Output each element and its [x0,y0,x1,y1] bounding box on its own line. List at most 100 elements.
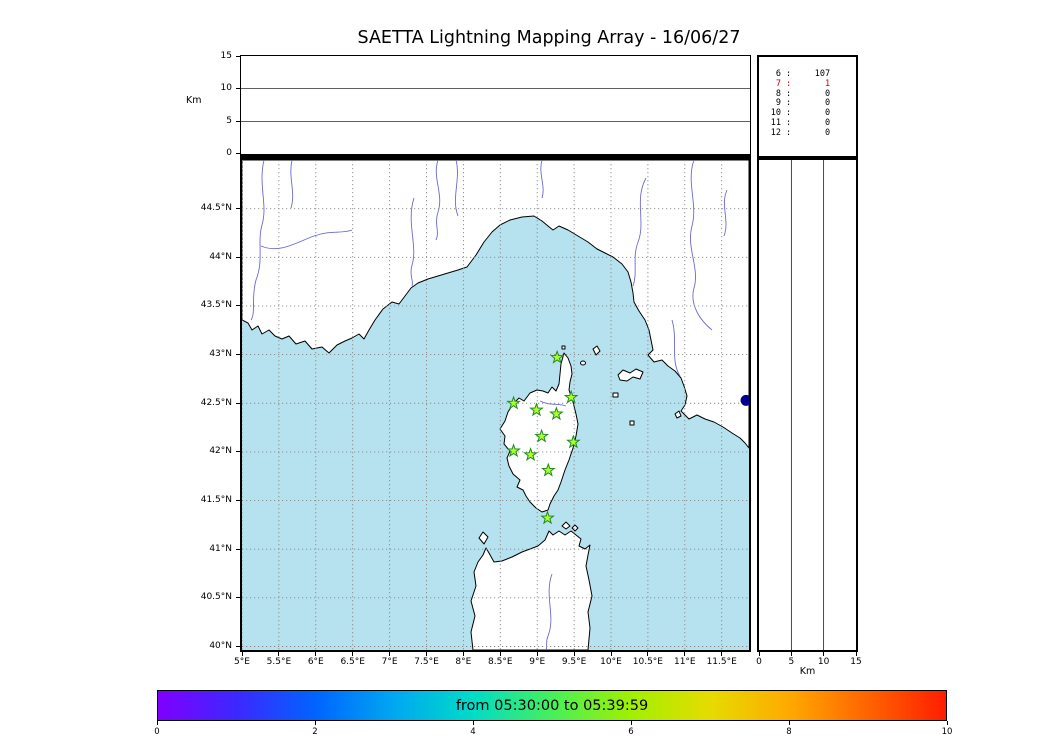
lon-tick-label: 9°E [529,657,546,667]
tick-mark [426,652,427,656]
capraia-island [592,345,601,356]
sardinia-coast [470,530,593,650]
tick-mark [278,652,280,656]
tick-mark [499,652,501,656]
pianosa-island [612,392,619,398]
lon-tick-label: 8°E [455,657,472,667]
station-number: 10 [770,108,781,119]
altitude-tick-label: 10 [220,83,232,94]
chart-title: SAETTA Lightning Mapping Array - 16/06/2… [357,28,741,48]
station-count-row: 12: 0 [768,127,856,139]
colon: : [786,88,792,99]
lon-tick-label: 9.5°E [561,657,587,667]
station-count-panel: 6: 107 7: 1 8: 0 9: 0 10: 0 11: 0 12: 0 [757,55,858,158]
tick-mark [472,721,474,725]
montecristo-island [629,420,635,426]
river [410,197,415,287]
altitude-axis-label: Km [186,95,202,106]
lat-tick-label: 40.5°N [200,592,232,603]
lightning-source-dot [740,394,749,406]
colorbar-time-range-label: from 05:30:00 to 05:39:59 [455,697,649,714]
lat-tick-label: 41.5°N [200,495,232,506]
river [454,160,459,217]
tick-mark [236,305,240,307]
river [539,400,567,407]
lat-tick-label: 40°N [209,641,232,651]
corsica-coast [499,352,579,513]
colon: : [786,98,792,109]
altitude-lat-gridlines [790,160,825,650]
river [290,160,294,209]
source-count: 0 [825,108,831,119]
tick-mark [647,652,649,656]
tick-mark [236,548,240,550]
elba-island [617,368,644,382]
station-star-marker [506,443,521,458]
km-tick-label: 5 [788,657,795,667]
station-count-row: 10: 0 [768,108,856,119]
river [260,229,353,250]
colon: : [786,78,792,89]
source-count: 0 [825,98,831,109]
rivers [250,160,728,650]
altitude-tick-label: 15 [220,51,232,61]
station-number: 8 [775,88,781,99]
station-number: 11 [770,117,781,128]
lon-tick-label: 5°E [234,657,250,667]
map-panel [240,158,751,652]
station-star-marker [540,462,556,477]
maddalena-island [561,521,571,530]
lat-tick-label: 42.5°N [200,397,232,408]
lat-tick-label: 42°N [209,446,232,457]
lon-tick-label: 7.5°E [414,657,439,667]
river [690,160,713,331]
maddalena-island [571,524,579,532]
tick-mark [236,500,240,502]
river [632,177,647,287]
time-colorbar: from 05:30:00 to 05:39:59 [157,690,947,721]
station-count-row: 9: 0 [768,99,856,109]
station-star-marker [506,395,521,410]
tick-mark [684,652,686,656]
station-count-row: 6: 107 [768,69,856,80]
station-count-row: 7: 1 [768,78,856,90]
station-number: 6 [775,69,781,79]
station-star-marker [534,428,549,443]
altitude-tick-label: 0 [226,148,232,158]
colorbar-tick-label: 6 [628,727,634,737]
tick-mark [721,652,723,656]
station-star-marker [529,402,544,417]
station-star-marker [549,349,565,364]
altitude-vs-time-panel [240,55,751,158]
station-count-row: 11: 0 [768,117,856,129]
giglio-island [674,410,682,419]
tick-mark [946,721,948,725]
lon-tick-label: 11.5°E [706,657,737,667]
altitude-lat-plot [790,160,825,650]
lon-tick-label: 5.5°E [266,657,292,667]
tick-mark [790,652,792,656]
tick-mark [156,721,158,725]
tick-mark [241,652,243,656]
colorbar-tick-label: 10 [941,727,953,737]
source-count: 0 [825,88,831,99]
lon-tick-label: 10°E [600,657,622,667]
river [723,189,728,237]
station-star-marker [540,510,555,525]
tick-mark [573,652,575,656]
tick-mark [536,652,538,656]
km-axis-label: Km [799,666,816,677]
map-plot [242,160,749,650]
colon: : [786,127,792,138]
colorbar-tick-label: 0 [154,727,160,737]
lat-tick-label: 43°N [209,349,232,360]
source-count: 0 [825,117,831,128]
tick-mark [823,652,825,656]
tick-mark [236,256,240,258]
tick-mark [610,652,612,656]
lon-tick-label: 11°E [673,657,696,667]
tick-mark [236,354,240,356]
km-tick-label: 10 [817,657,830,667]
tick-mark [236,208,240,210]
lat-tick-label: 44°N [209,251,232,262]
